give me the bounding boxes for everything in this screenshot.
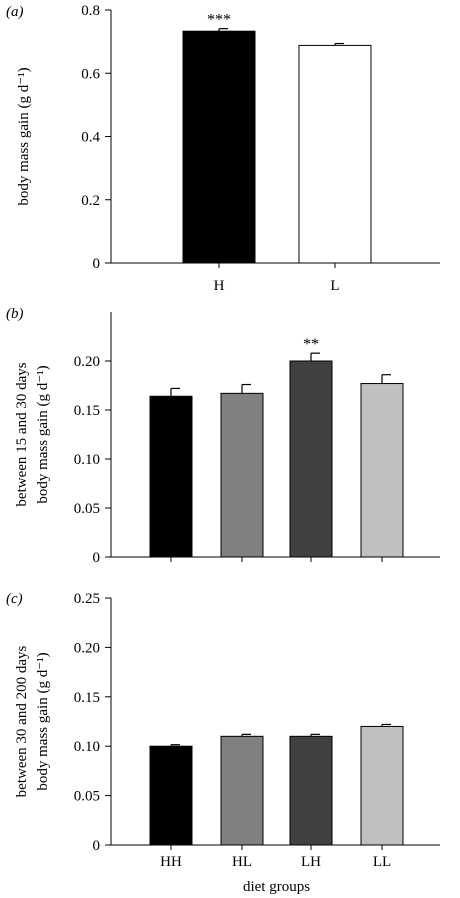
x-axis-label: diet groups	[243, 879, 310, 895]
y-axis-label: body mass gain (g d⁻¹)	[35, 652, 51, 790]
y-tick-label: 0.05	[74, 789, 100, 805]
chart-panel: (b) 0 0.05 0.10 0.15 0.20 ** between 15 and 30 …	[6, 306, 440, 566]
significance-label: ***	[207, 12, 231, 29]
y-tick-label: 0	[93, 256, 101, 272]
bar	[149, 745, 193, 846]
y-tick-label: 0.6	[81, 66, 100, 82]
y-tick-label: 0.4	[81, 130, 100, 146]
y-axis-label: between 15 and 30 days	[14, 362, 30, 506]
y-tick-label: 0.10	[74, 452, 100, 468]
chart-panel: (c) 0 0.05 0.10 0.15 0.20 0.25 HH HL LH LL between …	[6, 591, 440, 895]
bar	[289, 360, 333, 558]
panel-label: (a)	[6, 4, 24, 20]
bar	[298, 44, 372, 264]
y-axis-label: body mass gain (g d⁻¹)	[16, 67, 32, 205]
bar	[149, 395, 193, 558]
x-tick-label: H	[214, 278, 225, 294]
y-tick-label: 0	[93, 550, 101, 566]
bar	[360, 383, 404, 558]
bar	[182, 30, 256, 264]
y-tick-label: 0.20	[74, 354, 100, 370]
x-tick-label: HH	[160, 854, 182, 870]
y-tick-label: 0.15	[74, 690, 100, 706]
y-tick-label: 0.2	[81, 193, 100, 209]
y-axis-label: between 30 and 200 days	[14, 646, 30, 798]
y-tick-label: 0.8	[81, 3, 100, 19]
panel-label: (b)	[6, 306, 24, 322]
bar	[220, 735, 264, 846]
y-axis-label: body mass gain (g d⁻¹)	[35, 365, 51, 503]
significance-label: **	[303, 336, 319, 353]
panel-label: (c)	[6, 591, 23, 607]
x-tick-label: HL	[232, 854, 252, 870]
bar	[360, 725, 404, 846]
y-tick-label: 0.10	[74, 739, 100, 755]
bar	[289, 735, 333, 846]
bar	[220, 392, 264, 558]
y-tick-label: 0.25	[74, 591, 100, 607]
x-tick-label: LL	[373, 854, 391, 870]
y-tick-label: 0.20	[74, 640, 100, 656]
x-tick-label: LH	[301, 854, 321, 870]
y-tick-label: 0	[93, 838, 101, 854]
y-tick-label: 0.05	[74, 501, 100, 517]
x-tick-label: L	[330, 278, 339, 294]
y-tick-label: 0.15	[74, 403, 100, 419]
